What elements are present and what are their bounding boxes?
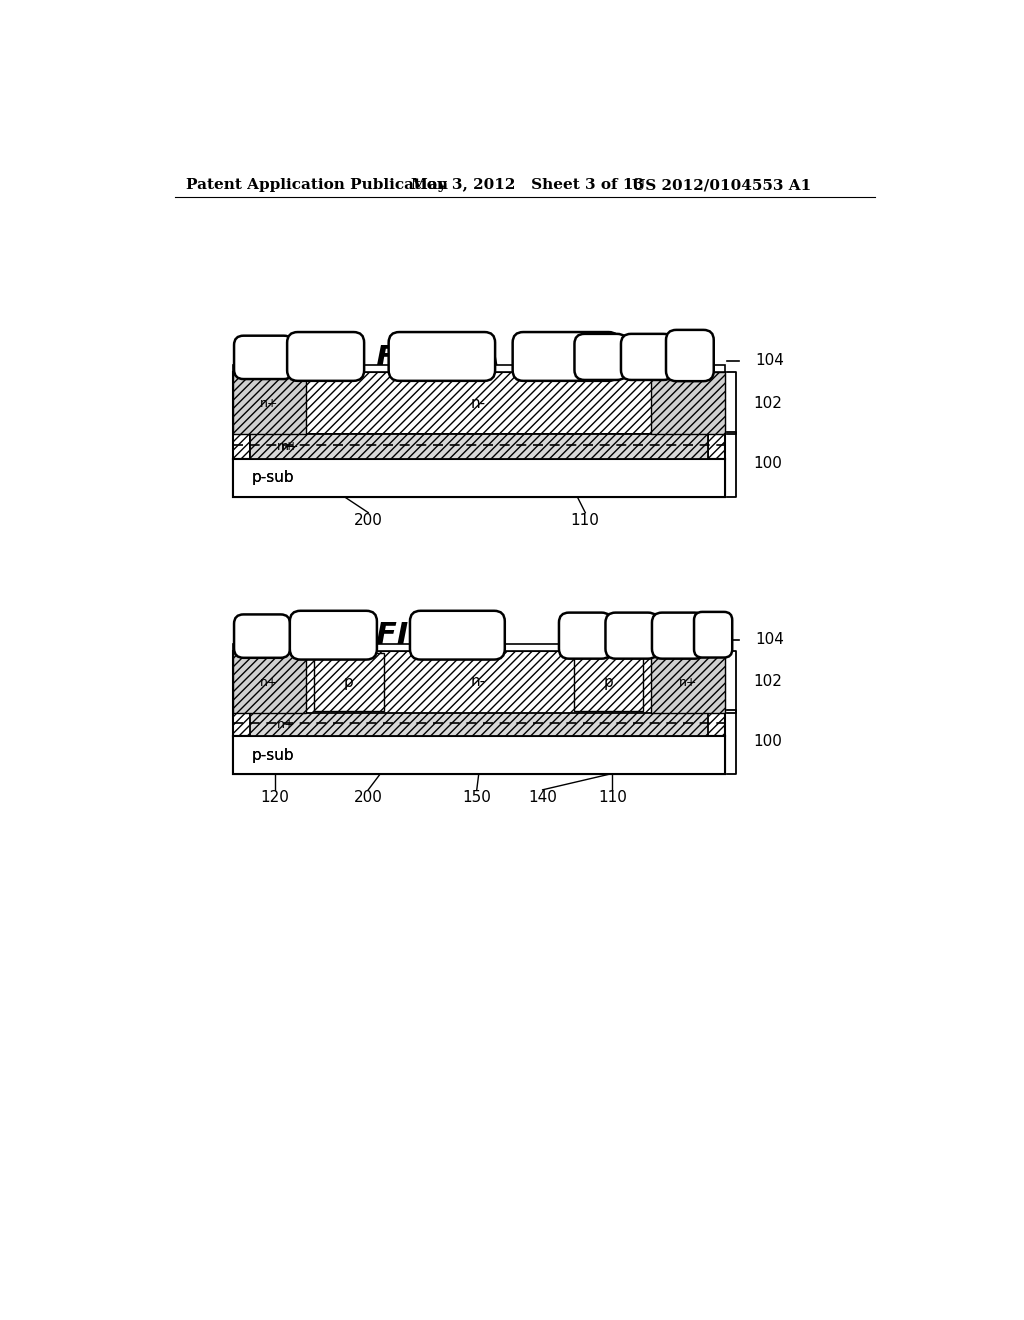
Bar xyxy=(232,737,725,775)
FancyBboxPatch shape xyxy=(652,612,705,659)
Text: n+: n+ xyxy=(276,440,295,453)
Text: May 3, 2012   Sheet 3 of 13: May 3, 2012 Sheet 3 of 13 xyxy=(411,178,644,193)
Bar xyxy=(232,459,725,498)
Text: 102: 102 xyxy=(754,675,782,689)
Bar xyxy=(232,651,725,737)
FancyBboxPatch shape xyxy=(234,335,293,379)
Text: p-sub: p-sub xyxy=(252,470,295,486)
FancyBboxPatch shape xyxy=(234,614,290,657)
Text: p-sub: p-sub xyxy=(252,747,295,763)
FancyBboxPatch shape xyxy=(287,333,365,381)
FancyBboxPatch shape xyxy=(621,334,674,380)
Bar xyxy=(314,653,384,711)
FancyBboxPatch shape xyxy=(605,612,658,659)
Bar xyxy=(250,713,708,737)
Bar xyxy=(250,434,708,459)
Bar xyxy=(232,737,725,775)
Text: 150: 150 xyxy=(462,789,492,805)
Text: 102: 102 xyxy=(754,396,782,411)
Text: n+: n+ xyxy=(260,397,279,409)
Text: p: p xyxy=(603,675,613,689)
Text: 104: 104 xyxy=(756,632,784,647)
Text: n-: n- xyxy=(471,675,486,689)
Bar xyxy=(250,434,708,459)
Bar xyxy=(232,651,306,713)
Text: n+: n+ xyxy=(260,676,279,689)
Text: p: p xyxy=(344,675,353,689)
Text: p-sub: p-sub xyxy=(252,747,295,763)
Bar xyxy=(651,372,725,434)
FancyBboxPatch shape xyxy=(574,334,627,380)
FancyBboxPatch shape xyxy=(666,330,714,381)
FancyBboxPatch shape xyxy=(410,611,505,660)
FancyBboxPatch shape xyxy=(389,333,495,381)
Text: n-: n- xyxy=(471,396,486,411)
Text: 200: 200 xyxy=(354,512,383,528)
Text: 120: 120 xyxy=(261,789,290,805)
Text: 104: 104 xyxy=(756,354,784,368)
Text: Patent Application Publication: Patent Application Publication xyxy=(186,178,449,193)
Text: US 2012/0104553 A1: US 2012/0104553 A1 xyxy=(632,178,811,193)
FancyBboxPatch shape xyxy=(513,333,620,381)
Bar xyxy=(573,653,643,711)
Text: FIG. 3B: FIG. 3B xyxy=(376,622,500,651)
FancyBboxPatch shape xyxy=(559,612,611,659)
Text: 100: 100 xyxy=(754,455,782,471)
Bar xyxy=(232,644,725,651)
Bar xyxy=(458,630,500,651)
Text: 110: 110 xyxy=(570,512,600,528)
Bar xyxy=(232,364,725,372)
Text: 200: 200 xyxy=(354,789,383,805)
Text: p-sub: p-sub xyxy=(252,470,295,486)
Bar xyxy=(232,372,725,459)
Bar xyxy=(651,651,725,713)
Bar xyxy=(232,372,306,434)
Text: n+: n+ xyxy=(276,718,295,731)
Text: 100: 100 xyxy=(754,734,782,748)
Text: 140: 140 xyxy=(528,789,557,805)
Text: 110: 110 xyxy=(598,789,627,805)
FancyBboxPatch shape xyxy=(694,612,732,657)
Text: n+: n+ xyxy=(679,676,697,689)
FancyBboxPatch shape xyxy=(290,611,377,660)
Text: FIG. 3A: FIG. 3A xyxy=(376,345,500,374)
Text: n+: n+ xyxy=(281,440,299,453)
Bar xyxy=(232,459,725,498)
